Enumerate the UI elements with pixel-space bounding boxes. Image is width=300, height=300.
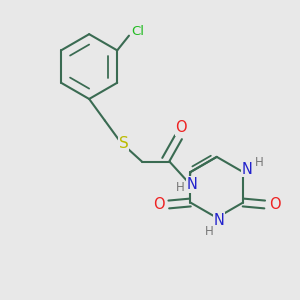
Text: N: N <box>242 162 253 177</box>
Text: H: H <box>205 225 213 238</box>
Text: S: S <box>118 136 128 151</box>
Text: O: O <box>176 120 187 135</box>
Text: O: O <box>269 197 280 212</box>
Text: N: N <box>187 177 198 192</box>
Text: N: N <box>213 213 224 228</box>
Text: H: H <box>176 181 185 194</box>
Text: H: H <box>254 156 263 169</box>
Text: Cl: Cl <box>131 25 144 38</box>
Text: O: O <box>153 197 165 212</box>
